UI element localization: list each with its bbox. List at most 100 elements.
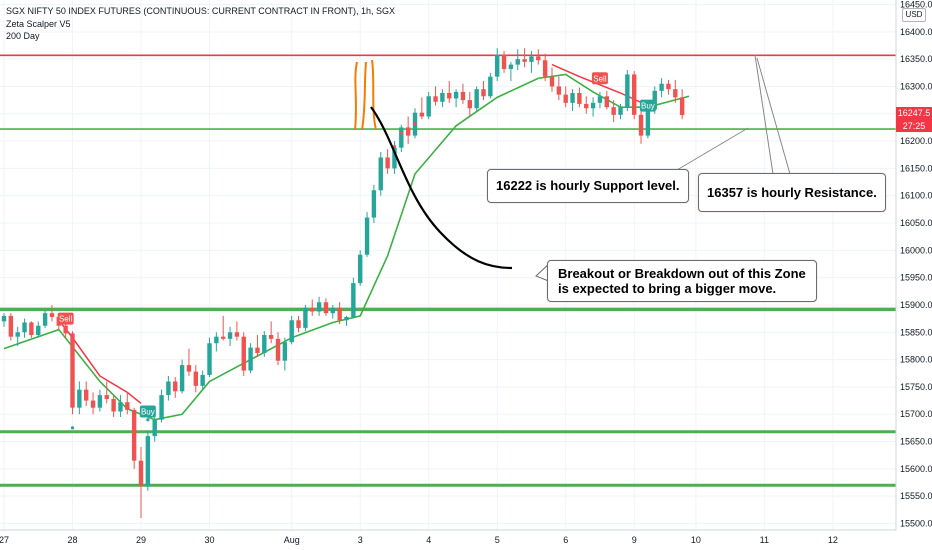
candle-body — [131, 409, 137, 461]
candle-body — [118, 402, 123, 412]
candle-body — [262, 335, 267, 354]
candle-body — [666, 83, 671, 90]
candle-body — [337, 307, 342, 321]
candle-body — [77, 389, 82, 408]
candle-body — [84, 389, 89, 401]
candle-body — [36, 325, 41, 336]
last-price-tag: 16247.5 — [896, 107, 932, 120]
signal-dot — [399, 131, 403, 135]
zone-mark-orange — [354, 61, 358, 131]
sell-badge — [591, 72, 608, 85]
resistance-pointer — [754, 54, 774, 175]
candle-body — [275, 338, 281, 361]
time-tick-label: 11 — [760, 535, 769, 545]
candle-body — [522, 59, 527, 62]
candle-body — [22, 322, 27, 333]
time-tick-label: 4 — [426, 535, 431, 545]
candle-body — [255, 347, 260, 354]
price-tick-label: 15600.0 — [900, 464, 932, 474]
zone-arrow-curve — [370, 106, 513, 270]
candle-body — [481, 89, 486, 97]
candle-body — [556, 86, 562, 95]
candle-body — [296, 320, 301, 328]
signal-dot — [70, 426, 75, 430]
candle-body — [104, 395, 109, 399]
buy-badge — [639, 99, 656, 112]
time-tick-label: 10 — [691, 535, 701, 545]
candle-body — [303, 307, 308, 328]
candle-body — [351, 283, 356, 317]
candle-body — [323, 302, 329, 314]
chart-legend: SGX NIFTY 50 INDEX FUTURES (CONTINUOUS: … — [6, 5, 395, 43]
candle-body — [536, 56, 541, 61]
candle-body — [426, 96, 431, 117]
price-tick-label: 15750.0 — [900, 382, 932, 392]
candle-body — [316, 302, 322, 312]
candle-body — [97, 395, 103, 408]
candle-body — [645, 109, 651, 136]
indicator-zeta-label[interactable]: Zeta Scalper V5 — [6, 18, 71, 29]
candle-body — [638, 114, 644, 136]
candle-body — [577, 93, 582, 104]
candle-body — [611, 107, 616, 115]
resistance-annotation[interactable]: 16357 is hourly Resistance. — [698, 173, 886, 212]
time-axis-bg — [0, 530, 932, 550]
ma-200-line — [3, 73, 690, 421]
indicator-ma-label[interactable]: 200 Day — [6, 31, 40, 41]
candle-body — [186, 365, 192, 372]
candle-body — [1, 315, 7, 322]
candle-body — [234, 332, 240, 337]
candle-body — [659, 83, 664, 91]
candle-body — [200, 374, 205, 386]
price-tick-label: 15850.0 — [900, 327, 932, 337]
candle-body — [241, 336, 246, 371]
time-tick-label: 5 — [495, 535, 500, 545]
candle-body — [405, 127, 411, 136]
time-tick-label: 9 — [632, 535, 637, 545]
time-tick-label: 12 — [828, 535, 838, 545]
candle-body — [214, 336, 219, 344]
currency-button[interactable]: USD — [902, 8, 926, 22]
price-tick-label: 15900.0 — [900, 300, 932, 310]
candle-body — [173, 381, 178, 392]
candle-body — [419, 112, 425, 117]
signal-dot — [386, 161, 390, 165]
resistance-pointer — [756, 57, 791, 175]
candle-body — [289, 320, 294, 343]
price-tick-label: 16050.0 — [900, 218, 932, 228]
candle-body — [227, 332, 233, 339]
candle-body — [447, 93, 452, 99]
candle-body — [125, 402, 130, 410]
candle-body — [138, 460, 144, 487]
candle-body — [632, 74, 637, 115]
candle-body — [282, 342, 288, 361]
symbol-title[interactable]: SGX NIFTY 50 INDEX FUTURES (CONTINUOUS: … — [6, 6, 396, 16]
support-annotation[interactable]: 16222 is hourly Support level. — [487, 169, 689, 203]
time-tick-label: 30 — [204, 535, 214, 545]
zone-annotation[interactable]: Breakout or Breakdown out of this Zone i… — [547, 260, 817, 302]
signal-dot — [146, 418, 150, 422]
candle-body — [42, 313, 48, 326]
candle-body — [673, 89, 678, 98]
candle-body — [179, 365, 185, 392]
candles — [1, 48, 685, 519]
price-tick-label: 16400.0 — [900, 27, 932, 37]
candle-body — [268, 335, 274, 339]
candle-body — [625, 74, 630, 108]
price-tick-label: 15700.0 — [900, 409, 932, 419]
price-axis-bg — [896, 0, 932, 550]
sell-badge — [57, 312, 74, 325]
candle-body — [70, 333, 75, 408]
candle-body — [8, 315, 14, 337]
candle-body — [378, 157, 383, 191]
candle-body — [570, 93, 575, 103]
candle-body — [344, 316, 349, 321]
candle-body — [618, 107, 623, 115]
candle-body — [440, 93, 445, 102]
candle-body — [193, 371, 198, 386]
candle-body — [63, 325, 68, 334]
signal-markers: Sell Buy Sell Buy — [57, 72, 656, 430]
